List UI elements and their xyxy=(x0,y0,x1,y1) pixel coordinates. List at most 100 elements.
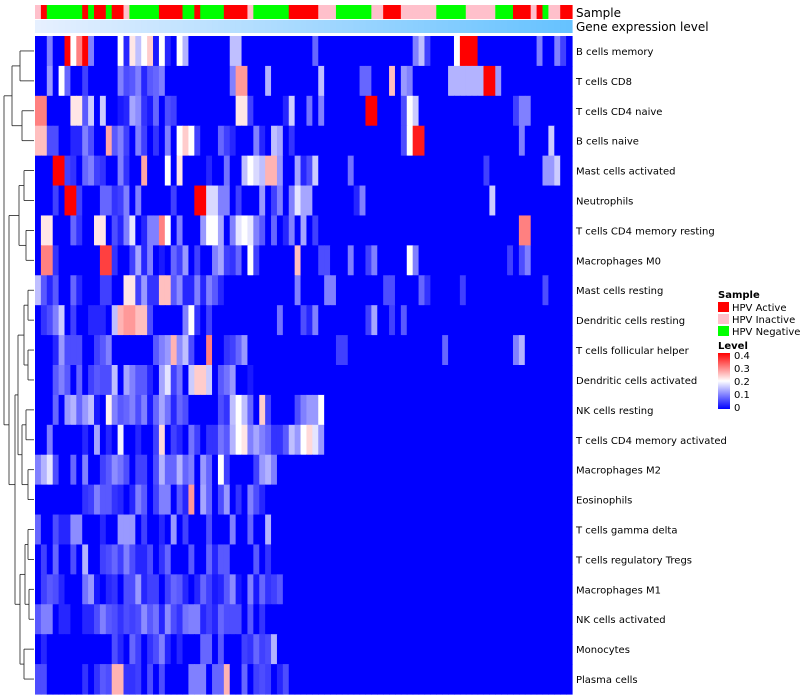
heatmap-cell xyxy=(383,634,390,665)
heatmap-cell xyxy=(241,275,249,306)
heatmap-cell xyxy=(223,365,231,396)
heatmap-cell xyxy=(182,215,190,246)
heatmap-cell xyxy=(377,185,384,217)
heatmap-cell xyxy=(223,125,231,157)
heatmap-cell xyxy=(223,514,231,546)
expression-annotation-cell xyxy=(153,20,160,33)
heatmap-cell xyxy=(353,95,361,127)
heatmap-cell xyxy=(448,454,455,486)
heatmap-cell xyxy=(489,65,496,97)
legend-swatch xyxy=(718,314,729,324)
row-label: Eosinophils xyxy=(576,496,632,507)
heatmap-cell xyxy=(70,634,77,665)
heatmap-cell xyxy=(436,65,443,97)
heatmap-cell xyxy=(253,36,260,67)
heatmap-cell xyxy=(471,454,479,486)
heatmap-cell xyxy=(412,305,420,336)
heatmap-cell xyxy=(430,604,437,635)
heatmap-cell xyxy=(330,245,337,276)
heatmap-cell xyxy=(206,65,213,97)
heatmap-cell xyxy=(501,604,508,635)
heatmap-cell xyxy=(147,245,154,276)
heatmap-cell xyxy=(194,215,201,246)
heatmap-cell xyxy=(40,424,48,456)
heatmap-cell xyxy=(111,634,119,665)
heatmap-cell xyxy=(371,335,378,366)
heatmap-cell xyxy=(341,215,349,246)
heatmap-cell xyxy=(465,484,473,516)
heatmap-cell xyxy=(335,544,343,575)
heatmap-cell xyxy=(223,305,231,336)
heatmap-cell xyxy=(123,394,131,426)
heatmap-cell xyxy=(389,36,396,67)
heatmap-cell xyxy=(501,65,508,97)
legend-entry-label: HPV Active xyxy=(732,303,787,314)
heatmap-cell xyxy=(400,484,408,516)
heatmap-cell xyxy=(70,125,77,157)
heatmap-cell xyxy=(359,275,367,306)
heatmap-cell xyxy=(88,454,95,486)
heatmap-cell xyxy=(70,305,77,336)
heatmap-cell xyxy=(259,155,266,187)
heatmap-cell xyxy=(412,215,420,246)
heatmap-cell xyxy=(40,365,48,396)
heatmap-cell xyxy=(448,95,455,127)
heatmap-cell xyxy=(412,155,420,187)
heatmap-cell xyxy=(341,305,349,336)
heatmap-cell xyxy=(235,544,243,575)
heatmap-cell xyxy=(507,574,514,605)
heatmap-cell xyxy=(288,574,296,605)
heatmap-cell xyxy=(200,454,207,486)
sample-annotation-cell xyxy=(105,5,113,19)
heatmap-cell xyxy=(318,365,325,396)
heatmap-cell xyxy=(94,454,101,486)
heatmap-cell xyxy=(188,365,195,396)
sample-annotation-cell xyxy=(52,5,60,19)
heatmap-cell xyxy=(548,514,555,546)
heatmap-cell xyxy=(265,125,272,157)
heatmap-cell xyxy=(377,95,384,127)
heatmap-cell xyxy=(477,335,485,366)
heatmap-cell xyxy=(271,215,278,246)
heatmap-cell xyxy=(330,365,337,396)
sample-annotation-cell xyxy=(318,5,325,19)
heatmap-cell xyxy=(200,305,207,336)
heatmap-cell xyxy=(359,634,367,665)
heatmap-cell xyxy=(88,245,95,276)
heatmap-cell xyxy=(158,36,166,67)
heatmap-cell xyxy=(164,155,172,187)
heatmap-cell xyxy=(99,215,107,246)
heatmap-cell xyxy=(282,604,290,635)
heatmap-cell xyxy=(271,454,278,486)
heatmap-cell xyxy=(153,185,160,217)
heatmap-cell xyxy=(141,335,148,366)
heatmap-cell xyxy=(247,424,254,456)
heatmap-cell xyxy=(448,36,455,67)
heatmap-cell xyxy=(536,424,544,456)
heatmap-cell xyxy=(182,604,190,635)
heatmap-cell xyxy=(117,125,125,157)
heatmap-cell xyxy=(111,454,119,486)
heatmap-cell xyxy=(176,275,184,306)
heatmap-cell xyxy=(400,185,408,217)
heatmap-cell xyxy=(324,514,331,546)
heatmap-cell xyxy=(200,484,207,516)
row-label: T cells CD4 naive xyxy=(575,107,662,118)
heatmap-cell xyxy=(123,454,131,486)
heatmap-cell xyxy=(206,634,213,665)
heatmap-cell xyxy=(229,454,237,486)
heatmap-cell xyxy=(324,574,331,605)
heatmap-cell xyxy=(212,245,219,276)
heatmap-cell xyxy=(512,365,520,396)
heatmap-cell xyxy=(465,365,473,396)
heatmap-cell xyxy=(229,394,237,426)
heatmap-cell xyxy=(442,155,449,187)
heatmap-cell xyxy=(35,394,42,426)
heatmap-cell xyxy=(554,125,561,157)
heatmap-cell xyxy=(566,36,573,67)
heatmap-cell xyxy=(548,245,555,276)
heatmap-cell xyxy=(530,125,538,157)
heatmap-cell xyxy=(294,155,302,187)
heatmap-cell xyxy=(141,514,148,546)
heatmap-cell xyxy=(52,664,60,695)
